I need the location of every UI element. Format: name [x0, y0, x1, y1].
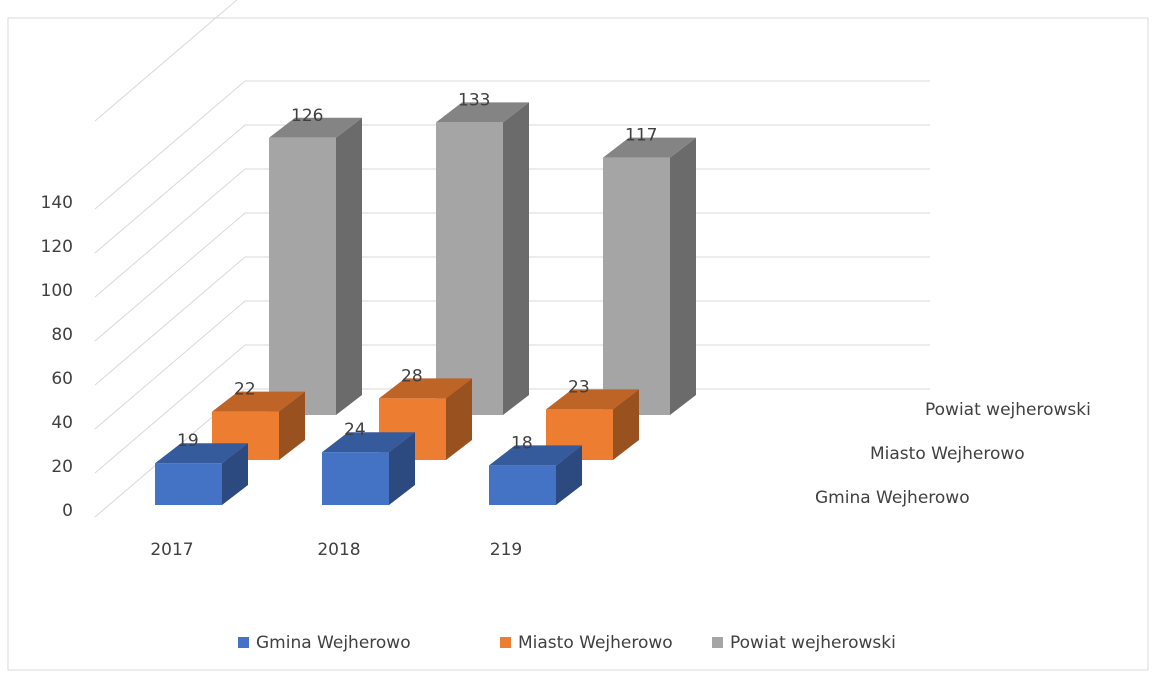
- grid-line: [94, 256, 246, 386]
- legend-swatch: [712, 637, 723, 648]
- data-label: 126: [291, 106, 323, 126]
- bar-top: [212, 391, 305, 412]
- legend-swatch: [238, 637, 249, 648]
- legend-swatch: [500, 637, 511, 648]
- bar: [155, 463, 222, 505]
- bar: [436, 122, 503, 416]
- bar-top: [155, 443, 248, 464]
- y-tick-label: 120: [41, 237, 73, 257]
- bar-top: [546, 389, 639, 410]
- grid-line: [94, 212, 246, 342]
- legend-label: Gmina Wejherowo: [256, 633, 411, 653]
- bar-side: [446, 378, 472, 460]
- y-tick-label: 80: [51, 325, 73, 345]
- bar-top: [436, 102, 529, 123]
- grid-line: [94, 344, 246, 474]
- data-label: 133: [458, 90, 490, 110]
- bar: [269, 137, 336, 416]
- x-tick-label: 219: [490, 540, 522, 560]
- bar-top: [379, 378, 472, 399]
- depth-label: Miasto Wejherowo: [870, 444, 1025, 464]
- data-label: 19: [177, 431, 199, 451]
- y-tick-label: 100: [41, 281, 73, 301]
- data-label: 117: [625, 126, 657, 146]
- bar-side: [222, 443, 248, 505]
- y-tick-label: 20: [51, 457, 73, 477]
- data-label: 22: [234, 380, 256, 400]
- bar-side: [556, 445, 582, 505]
- bar-side: [279, 391, 305, 460]
- bar-side: [336, 117, 362, 416]
- grid-line: [94, 80, 246, 210]
- bar: [322, 452, 389, 505]
- bar-top: [489, 445, 582, 466]
- bar-side: [670, 137, 696, 415]
- grid-line: [94, 0, 238, 122]
- y-tick-label: 60: [51, 369, 73, 389]
- y-tick-label: 140: [41, 193, 73, 213]
- bar-top: [269, 117, 362, 138]
- depth-label: Gmina Wejherowo: [815, 488, 970, 508]
- grid-line: [94, 168, 246, 298]
- depth-label: Powiat wejherowski: [925, 400, 1091, 420]
- bar: [603, 157, 670, 415]
- bar: [489, 465, 556, 505]
- y-tick-label: 40: [51, 413, 73, 433]
- x-tick-label: 2018: [317, 540, 360, 560]
- bar-side: [389, 432, 415, 505]
- chart-border: [7, 17, 1149, 671]
- legend-label: Powiat wejherowski: [730, 633, 896, 653]
- bar-top: [603, 137, 696, 158]
- bar-side: [613, 389, 639, 460]
- data-label: 18: [511, 433, 533, 453]
- data-label: 24: [344, 420, 366, 440]
- bar-top: [322, 432, 415, 453]
- bar-side: [503, 102, 529, 416]
- grid-line: [94, 300, 246, 430]
- y-tick-label: 0: [62, 501, 73, 521]
- data-label: 23: [568, 377, 590, 397]
- grid-line: [94, 124, 246, 254]
- x-tick-label: 2017: [150, 540, 193, 560]
- legend-label: Miasto Wejherowo: [518, 633, 673, 653]
- data-label: 28: [401, 366, 423, 386]
